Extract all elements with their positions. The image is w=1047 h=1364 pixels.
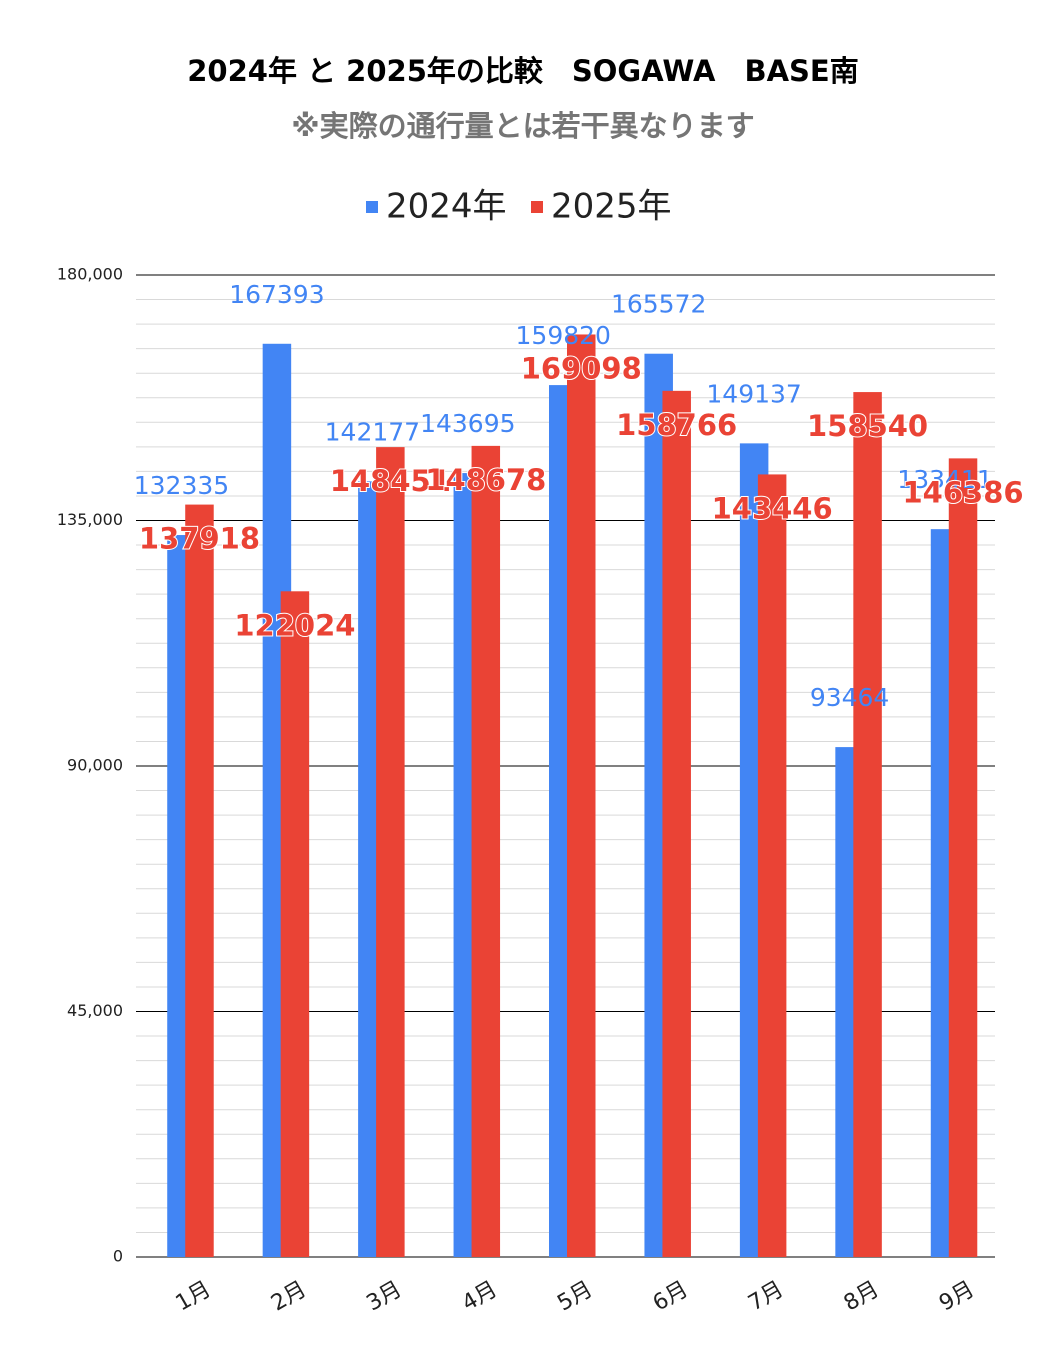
- bar: [948, 458, 978, 1257]
- legend-label: 2024年: [386, 187, 507, 227]
- bar: [853, 392, 882, 1257]
- value-label: 133411: [897, 465, 992, 494]
- legend-swatch: [366, 201, 378, 213]
- legend-label: 2025年: [551, 187, 672, 227]
- value-label: 159820: [516, 321, 611, 350]
- value-label: 142177: [325, 417, 420, 446]
- value-label: 169098: [521, 351, 642, 385]
- x-tick-label: 8月: [840, 1277, 884, 1317]
- value-label: 132335: [134, 471, 229, 500]
- x-tick-label: 2月: [267, 1277, 311, 1317]
- value-label: 148451: [330, 464, 451, 498]
- value-label: 148678: [425, 463, 546, 497]
- chart-subtitle: ※実際の通行量とは若干異なります: [291, 109, 754, 143]
- value-label: 146386: [902, 475, 1023, 509]
- x-tick-label: 7月: [744, 1277, 788, 1317]
- value-label: 167393: [229, 280, 324, 309]
- x-tick-label: 4月: [458, 1277, 502, 1317]
- bar: [376, 447, 405, 1257]
- y-tick-label: 45,000: [67, 1001, 123, 1020]
- value-label: 165572: [611, 290, 706, 319]
- x-tick-label: 5月: [553, 1277, 597, 1317]
- value-label: 93464: [810, 683, 890, 712]
- y-tick-label: 0: [113, 1247, 123, 1266]
- value-label: 149137: [706, 379, 801, 408]
- legend-swatch: [531, 201, 543, 213]
- value-label: 143695: [420, 409, 515, 438]
- bar: [280, 591, 310, 1257]
- y-tick-label: 90,000: [67, 756, 123, 775]
- x-tick-label: 9月: [935, 1277, 979, 1317]
- y-tick-label: 135,000: [57, 510, 123, 529]
- value-label: 137918: [139, 522, 260, 556]
- y-tick-label: 180,000: [57, 265, 123, 284]
- bar: [471, 445, 501, 1257]
- x-tick-label: 6月: [649, 1277, 693, 1317]
- bar: [567, 334, 596, 1258]
- bar: [757, 474, 787, 1257]
- value-label: 143446: [712, 491, 833, 525]
- value-label: 122024: [234, 608, 355, 642]
- value-label: 158540: [807, 409, 928, 443]
- x-tick-label: 3月: [363, 1277, 407, 1317]
- value-label: 158766: [616, 408, 737, 442]
- x-tick-label: 1月: [172, 1277, 216, 1317]
- chart-title: 2024年 と 2025年の比較 SOGAWA BASE南: [187, 54, 858, 88]
- bar: [662, 390, 691, 1257]
- bar: [185, 504, 214, 1257]
